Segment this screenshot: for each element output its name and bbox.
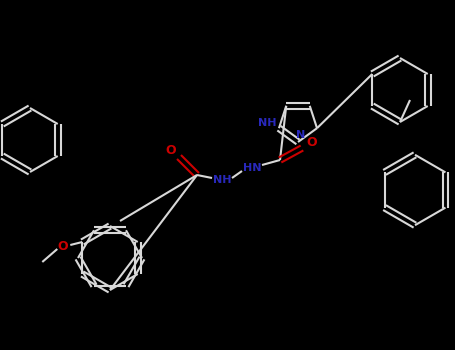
Text: O: O xyxy=(166,144,177,156)
Text: NH: NH xyxy=(213,175,231,185)
Text: O: O xyxy=(57,240,68,253)
Text: HN: HN xyxy=(243,163,261,173)
Text: N: N xyxy=(296,130,306,140)
Text: NH: NH xyxy=(258,118,276,128)
Text: O: O xyxy=(307,136,317,149)
